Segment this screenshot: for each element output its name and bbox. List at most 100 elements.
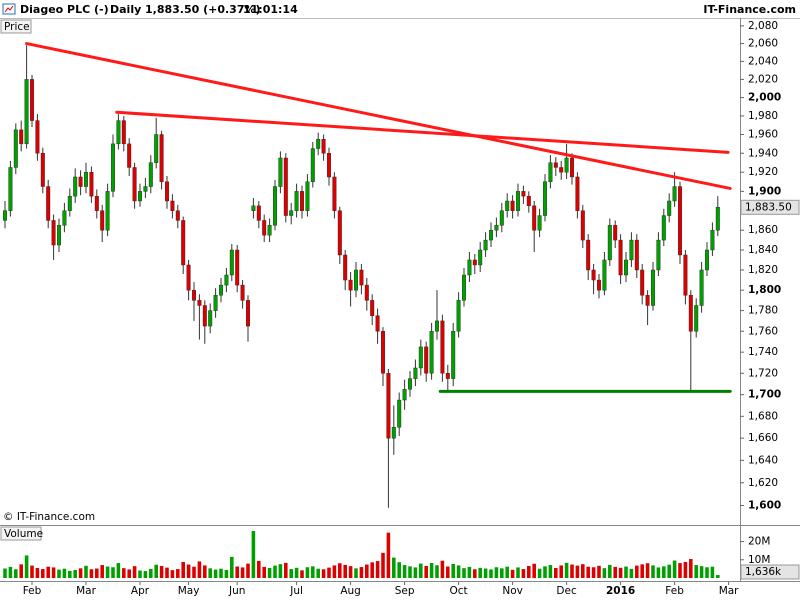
last-volume-label: 1,636k	[745, 566, 782, 578]
volume-bar	[370, 562, 374, 578]
volume-bar	[105, 566, 110, 578]
candle-body	[645, 295, 650, 306]
volume-bar	[629, 568, 634, 578]
candle-body	[408, 378, 412, 390]
y-tick-label: 1,600	[748, 499, 781, 511]
y-tick-label: 1,960	[748, 129, 778, 141]
volume-bar	[300, 570, 304, 578]
candle-body	[111, 143, 115, 192]
x-tick-label: Feb	[665, 585, 684, 597]
candle-body	[364, 284, 369, 301]
volume-bar	[689, 559, 693, 578]
volume-bar	[181, 561, 185, 578]
volume-bar	[138, 570, 142, 578]
candle-body	[651, 269, 655, 306]
candle-body	[343, 254, 348, 281]
candle-body	[618, 239, 623, 276]
credit: © IT-Finance.com	[3, 511, 95, 523]
volume-bar	[41, 569, 45, 578]
candle-body	[359, 269, 364, 286]
volume-bar	[645, 563, 650, 578]
volume-bar	[532, 563, 536, 578]
candle-body	[273, 186, 277, 226]
candle-body	[57, 225, 61, 246]
candle-body	[710, 230, 715, 251]
volume-bar	[651, 565, 655, 578]
volume-bar	[505, 566, 509, 578]
candle-body	[629, 239, 634, 261]
volume-bar	[89, 569, 94, 578]
price-pane-tag	[0, 19, 32, 34]
y-tick-label: 2,080	[748, 20, 778, 32]
y-tick-label: 1,620	[748, 477, 778, 489]
candle-body	[424, 346, 429, 374]
candle-body	[100, 210, 105, 231]
candle-body	[521, 191, 526, 197]
volume-bar	[618, 567, 623, 578]
volume-bar	[500, 568, 504, 578]
y-tick-label: 2,020	[748, 73, 778, 85]
candle-body	[19, 129, 24, 145]
volume-bar	[127, 569, 131, 578]
candle-body	[532, 205, 537, 231]
volume-bar	[284, 562, 288, 578]
volume-bar	[316, 568, 320, 578]
candle-body	[62, 210, 67, 226]
candle-body	[688, 295, 693, 332]
candle-body	[634, 239, 639, 271]
volume-bar	[527, 565, 531, 578]
instrument-title: Diageo PLC (-)	[20, 3, 109, 16]
candle-body	[332, 176, 337, 211]
candle-body	[337, 210, 342, 256]
volume-bar	[251, 531, 256, 578]
candle-body	[586, 239, 591, 271]
volume-bar	[267, 567, 272, 578]
candle-body	[553, 162, 558, 168]
x-tick-label: 2016	[606, 585, 635, 597]
volume-bar	[224, 569, 229, 578]
volume-bar	[230, 556, 234, 578]
volume-bar	[327, 567, 331, 578]
volume-bar	[408, 566, 412, 578]
volume-bar	[57, 569, 61, 578]
volume-pane-tag	[0, 526, 42, 541]
volume-bar	[662, 566, 666, 578]
volume-bar	[575, 565, 580, 578]
volume-bar	[321, 569, 326, 578]
candle-body	[202, 305, 207, 327]
y-tick-label: 2,000	[748, 92, 781, 104]
candle-body	[165, 181, 169, 202]
volume-bar	[165, 567, 169, 578]
volume-bar	[246, 563, 250, 578]
candle-body	[683, 254, 688, 296]
candle-body	[121, 120, 126, 145]
volume-bar	[462, 568, 466, 578]
y-tick-label: 1,780	[748, 305, 778, 317]
volume-bar	[359, 567, 364, 578]
volume-bar	[170, 570, 175, 578]
y-tick-label: 1,640	[748, 454, 778, 466]
volume-bar	[699, 566, 704, 578]
candle-body	[413, 367, 418, 379]
volume-bar	[516, 567, 520, 578]
x-tick-label: Nov	[502, 585, 523, 597]
candle-body	[386, 373, 391, 439]
volume-bar	[473, 569, 477, 578]
volume-bar	[35, 567, 40, 578]
volume-bar	[413, 567, 418, 578]
candle-body	[472, 259, 477, 266]
candle-body	[418, 346, 423, 369]
candle-body	[46, 186, 51, 221]
volume-bar	[521, 569, 526, 578]
volume-bar	[613, 566, 617, 578]
candle-body	[30, 79, 34, 121]
volume-bar	[159, 565, 164, 578]
quote: 1,883.50 (+0.37%)	[145, 3, 261, 16]
volume-bar	[273, 565, 277, 578]
candle-body	[35, 120, 40, 154]
candle-body	[213, 295, 218, 311]
volume-bar	[192, 566, 196, 578]
volume-bar	[581, 564, 585, 578]
candle-body	[602, 259, 607, 291]
candle-body	[208, 310, 213, 327]
